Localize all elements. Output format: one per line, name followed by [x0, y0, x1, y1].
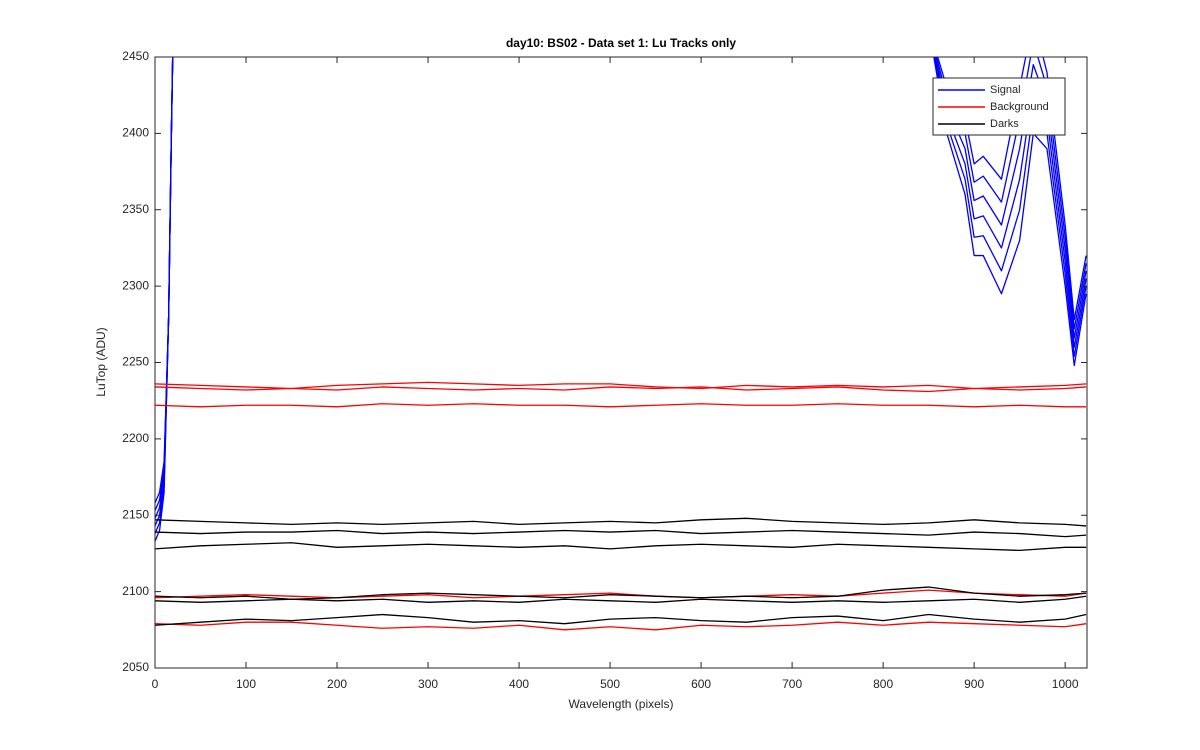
x-tick-label: 700: [782, 677, 802, 691]
data-line: [155, 529, 1087, 538]
legend: Signal Background Darks: [932, 77, 1066, 136]
y-tick-label: 2100: [122, 584, 149, 598]
x-tick-label: 300: [418, 677, 438, 691]
y-tick-label: 2350: [122, 202, 149, 216]
x-tick-label: 200: [327, 677, 347, 691]
data-line: [155, 613, 1087, 626]
x-tick-label: 600: [691, 677, 711, 691]
y-tick-label: 2400: [122, 126, 149, 140]
x-tick-label: 1000: [1052, 677, 1079, 691]
data-line: [155, 386, 1087, 393]
y-tick-label: 2050: [122, 660, 149, 674]
x-tick-label: 100: [236, 677, 256, 691]
data-line: [155, 403, 1087, 408]
x-tick-label: 900: [964, 677, 984, 691]
y-axis-label: LuTop (ADU): [94, 327, 108, 396]
x-tick-label: 500: [600, 677, 620, 691]
data-line: [155, 517, 1087, 527]
y-tick-label: 2250: [122, 355, 149, 369]
legend-label: Darks: [990, 118, 1019, 130]
data-line: [155, 621, 1087, 631]
chart-title: day10: BS02 - Data set 1: Lu Tracks only: [506, 36, 736, 50]
legend-label: Signal: [990, 84, 1021, 96]
data-line: [155, 589, 1087, 599]
y-tick-label: 2200: [122, 431, 149, 445]
x-axis-label: Wavelength (pixels): [569, 697, 674, 711]
legend-label: Background: [990, 101, 1049, 113]
x-tick-label: 400: [509, 677, 529, 691]
x-tick-label: 0: [152, 677, 159, 691]
plot-lines: [155, 57, 1087, 631]
data-line: [155, 586, 1087, 600]
y-tick-label: 2450: [122, 49, 149, 63]
data-line: [155, 595, 1087, 603]
y-tick-label: 2150: [122, 507, 149, 521]
x-tick-label: 800: [873, 677, 893, 691]
data-line: [155, 381, 1087, 390]
data-line: [155, 542, 1087, 552]
y-tick-label: 2300: [122, 278, 149, 292]
